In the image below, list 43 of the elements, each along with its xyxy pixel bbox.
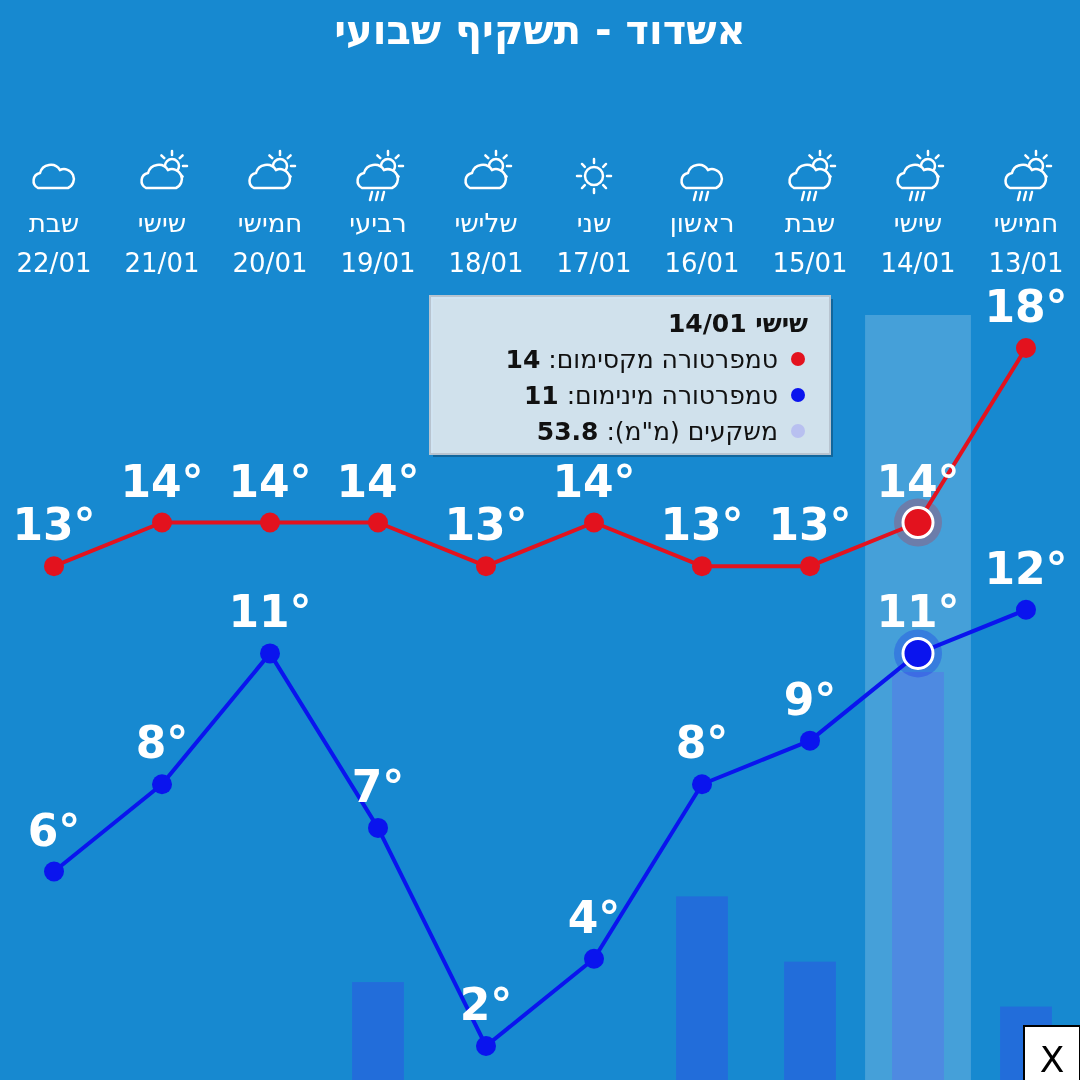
- point: [368, 817, 388, 838]
- data-label: 6°: [27, 804, 81, 856]
- data-label: 18°: [984, 281, 1068, 332]
- point: [584, 948, 604, 969]
- data-label: 14°: [120, 455, 204, 507]
- bar: [784, 961, 836, 1080]
- data-label: 8°: [135, 717, 189, 769]
- point: [476, 1036, 496, 1056]
- data-label: 14°: [228, 455, 312, 507]
- chart-title: אשדוד - תשקיף שבועי: [334, 7, 746, 54]
- text: שישי 14/01: [667, 309, 809, 338]
- data-label: 2°: [459, 979, 513, 1030]
- data-label: 11°: [876, 586, 960, 638]
- data-label: 12°: [984, 542, 1068, 594]
- data-label: 7°: [351, 760, 405, 812]
- data-label: 14°: [336, 455, 420, 507]
- point: [1016, 338, 1036, 358]
- point: [692, 556, 712, 577]
- point: [584, 512, 604, 533]
- point: [476, 556, 496, 577]
- data-label: 13°: [768, 499, 852, 551]
- data-label: 9°: [783, 673, 837, 725]
- point: [44, 556, 64, 577]
- point: [368, 512, 388, 533]
- bar: [352, 982, 404, 1080]
- point: [44, 861, 64, 882]
- data-label: 13°: [12, 499, 96, 551]
- data-label: 14°: [552, 455, 636, 507]
- data-label: 13°: [660, 499, 744, 551]
- point: [1016, 599, 1036, 620]
- point: [800, 556, 820, 577]
- point: [152, 512, 172, 533]
- point: [260, 512, 280, 533]
- data-label: 13°: [444, 499, 528, 551]
- point: [800, 730, 820, 751]
- point: [260, 643, 280, 664]
- point: [152, 774, 172, 795]
- data-label: 4°: [567, 891, 621, 943]
- data-label: 8°: [675, 717, 729, 769]
- annotation: X: [1039, 1039, 1065, 1080]
- point: [692, 774, 712, 795]
- data-label: 11°: [228, 586, 312, 638]
- bar: [676, 896, 728, 1080]
